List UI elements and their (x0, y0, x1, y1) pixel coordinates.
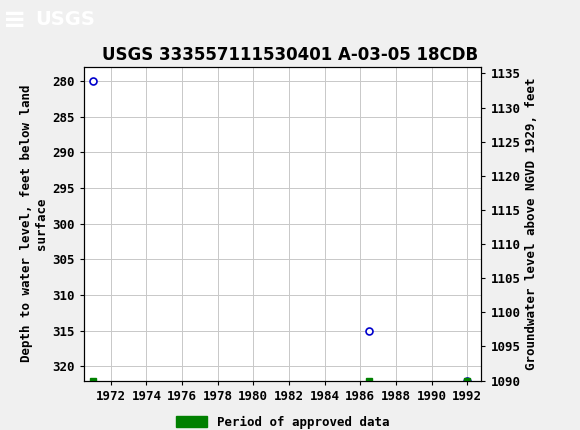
Text: ≡: ≡ (3, 6, 26, 34)
Y-axis label: Depth to water level, feet below land
surface: Depth to water level, feet below land su… (20, 85, 48, 362)
Text: USGS: USGS (35, 10, 95, 30)
Text: USGS 333557111530401 A-03-05 18CDB: USGS 333557111530401 A-03-05 18CDB (102, 46, 478, 64)
Legend: Period of approved data: Period of approved data (171, 411, 394, 430)
Y-axis label: Groundwater level above NGVD 1929, feet: Groundwater level above NGVD 1929, feet (524, 77, 538, 370)
